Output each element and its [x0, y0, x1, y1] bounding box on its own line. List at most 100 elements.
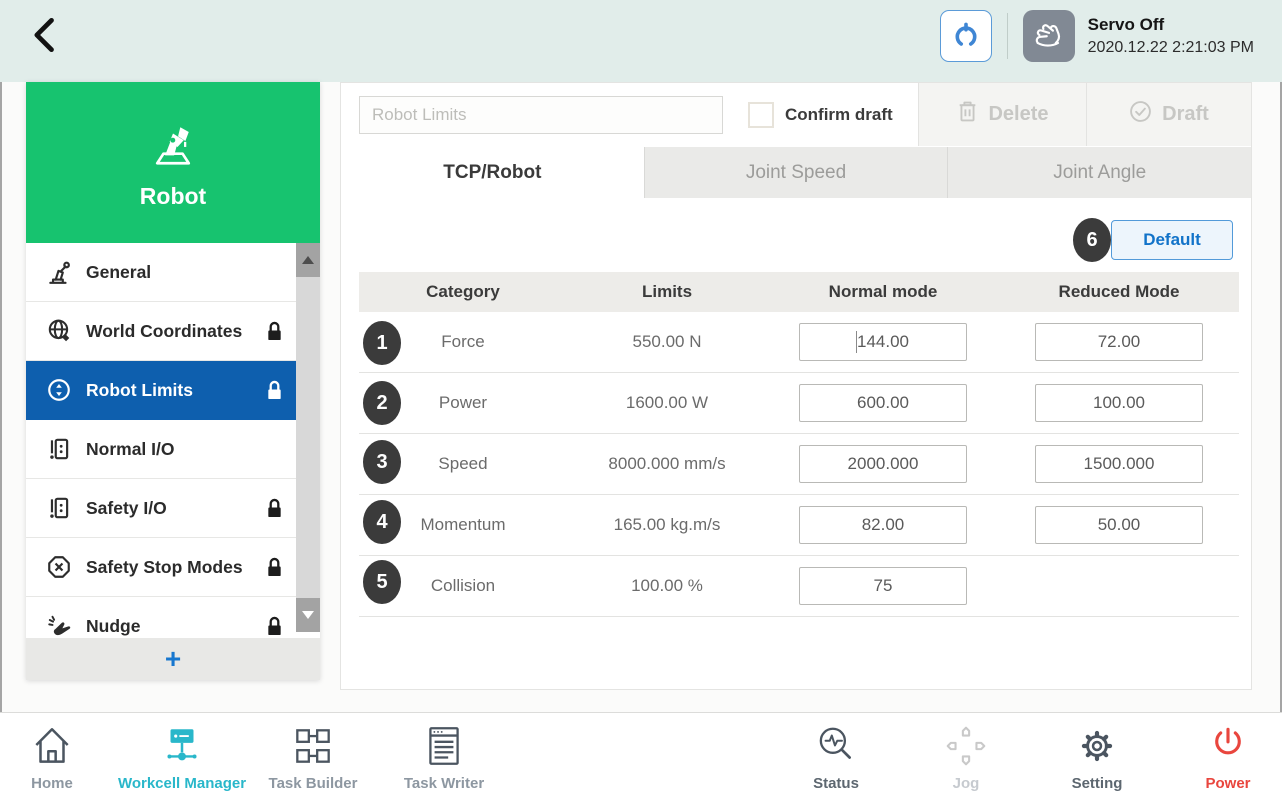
column-header-category: Category — [426, 282, 500, 301]
globe-icon — [44, 318, 74, 344]
robot-arm-icon — [44, 259, 74, 285]
plus-icon: + — [164, 643, 182, 674]
tab-joint-speed[interactable]: Joint Speed — [643, 147, 948, 198]
scroll-down-button[interactable] — [296, 598, 320, 632]
sidebar-scrollbar[interactable] — [296, 243, 320, 632]
nudge-hand-icon — [44, 613, 74, 638]
tab-tcp-robot[interactable]: TCP/Robot — [341, 147, 644, 198]
limits-tabs: TCP/Robot Joint Speed Joint Angle — [341, 147, 1252, 198]
delete-button[interactable]: Delete — [918, 83, 1087, 146]
category-cell: Force — [441, 332, 485, 351]
delete-label: Delete — [988, 103, 1049, 125]
momentum-reduced-input[interactable] — [1035, 506, 1203, 544]
power-normal-input[interactable] — [799, 384, 967, 422]
column-header-reduced-mode: Reduced Mode — [1058, 282, 1180, 301]
servo-status: Servo Off — [1087, 15, 1165, 34]
timestamp: 2020.12.22 2:21:03 PM — [1087, 39, 1254, 56]
draft-label: Draft — [1162, 103, 1209, 125]
table-row-speed: Speed 8000.000 mm/s — [359, 434, 1239, 495]
servo-status-block: Servo Off 2020.12.22 2:21:03 PM — [1088, 15, 1254, 57]
force-reduced-input[interactable] — [1035, 323, 1203, 361]
triangle-up-icon — [302, 256, 314, 264]
category-cell: Collision — [430, 576, 496, 595]
sidebar-item-world-coordinates[interactable]: World Coordinates — [26, 302, 320, 361]
gripper-icon — [949, 18, 983, 55]
category-cell: Speed — [438, 454, 488, 473]
nav-workcell-manager[interactable]: Workcell Manager — [107, 722, 257, 792]
io-icon — [44, 495, 74, 521]
workcell-sidebar: Robot General — [26, 82, 320, 680]
nav-home[interactable]: Home — [0, 722, 127, 792]
sidebar-item-nudge[interactable]: Nudge — [26, 597, 320, 638]
lock-icon — [265, 379, 284, 402]
limit-cell: 100.00 % — [631, 576, 703, 595]
confirm-draft-label: Confirm draft — [785, 105, 893, 124]
gripper-button[interactable] — [939, 10, 992, 62]
nav-power[interactable]: Power — [1153, 722, 1282, 792]
annotation-1: 1 — [363, 321, 401, 365]
sidebar-item-normal-io[interactable]: Normal I/O — [26, 420, 320, 479]
gear-icon — [1074, 722, 1120, 770]
top-bar: Servo Off 2020.12.22 2:21:03 PM — [0, 0, 1282, 82]
panel-toolbar: Confirm draft Delete — [341, 83, 1251, 148]
table-row-momentum: Momentum 165.00 kg.m/s — [359, 495, 1239, 556]
sidebar-item-robot-limits[interactable]: Robot Limits — [26, 361, 320, 420]
speed-normal-input[interactable] — [799, 445, 967, 483]
lock-icon — [265, 497, 284, 520]
sidebar-item-label: World Coordinates — [86, 320, 243, 341]
sidebar-item-safety-stop-modes[interactable]: Safety Stop Modes — [26, 538, 320, 597]
workcell-manager-icon — [159, 722, 205, 770]
default-button[interactable]: Default — [1111, 220, 1233, 260]
collision-normal-input[interactable] — [799, 567, 967, 605]
sidebar-item-label: Safety Stop Modes — [86, 556, 243, 577]
sidebar-item-general[interactable]: General — [26, 243, 320, 302]
force-normal-input[interactable] — [799, 323, 967, 361]
sidebar-item-label: Nudge — [86, 615, 141, 636]
limits-table: Category Limits Normal mode Reduced Mode… — [359, 272, 1239, 617]
home-icon — [29, 722, 75, 770]
sidebar-title: Robot — [139, 182, 207, 209]
limit-cell: 165.00 kg.m/s — [613, 515, 721, 534]
draft-button[interactable]: Draft — [1086, 83, 1251, 146]
scroll-up-button[interactable] — [296, 243, 320, 277]
lock-icon — [265, 615, 284, 638]
nav-task-builder[interactable]: Task Builder — [238, 722, 388, 792]
nav-status[interactable]: Status — [761, 722, 911, 792]
limits-circle-icon — [44, 377, 74, 403]
item-name-input[interactable] — [359, 96, 723, 134]
stop-octagon-icon — [44, 554, 74, 580]
robot-limits-panel: Confirm draft Delete — [340, 82, 1252, 690]
confirm-draft-checkbox[interactable] — [748, 102, 774, 128]
sidebar-item-label: General — [86, 261, 152, 282]
category-cell: Power — [438, 393, 488, 412]
topbar-divider — [1006, 13, 1008, 59]
table-row-power: Power 1600.00 W — [359, 373, 1239, 434]
power-reduced-input[interactable] — [1035, 384, 1203, 422]
back-button[interactable] — [22, 12, 70, 60]
status-icon — [813, 722, 859, 770]
sidebar-item-safety-io[interactable]: Safety I/O — [26, 479, 320, 538]
sidebar-header: Robot — [26, 82, 320, 243]
column-header-limits: Limits — [641, 282, 693, 301]
io-icon — [44, 436, 74, 462]
annotation-3: 3 — [363, 440, 401, 484]
robot-arm-icon — [144, 116, 202, 175]
annotation-4: 4 — [363, 500, 401, 544]
table-row-force: Force 550.00 N — [359, 312, 1239, 373]
speed-reduced-input[interactable] — [1035, 445, 1203, 483]
nav-task-writer[interactable]: Task Writer — [369, 722, 519, 792]
momentum-normal-input[interactable] — [799, 506, 967, 544]
task-builder-icon — [290, 722, 336, 770]
sidebar-item-label: Safety I/O — [86, 497, 167, 518]
column-header-normal-mode: Normal mode — [828, 282, 938, 301]
add-workcell-item-button[interactable]: + — [26, 638, 320, 680]
tab-joint-angle[interactable]: Joint Angle — [947, 147, 1252, 198]
top-right-cluster: Servo Off 2020.12.22 2:21:03 PM — [939, 10, 1254, 62]
hand-guide-tile[interactable] — [1022, 10, 1075, 62]
nav-setting[interactable]: Setting — [1022, 722, 1172, 792]
nav-jog[interactable]: Jog — [891, 722, 1041, 792]
confirm-draft-group: Confirm draft — [748, 83, 893, 147]
trash-icon — [957, 100, 978, 129]
jog-dpad-icon — [943, 722, 989, 770]
